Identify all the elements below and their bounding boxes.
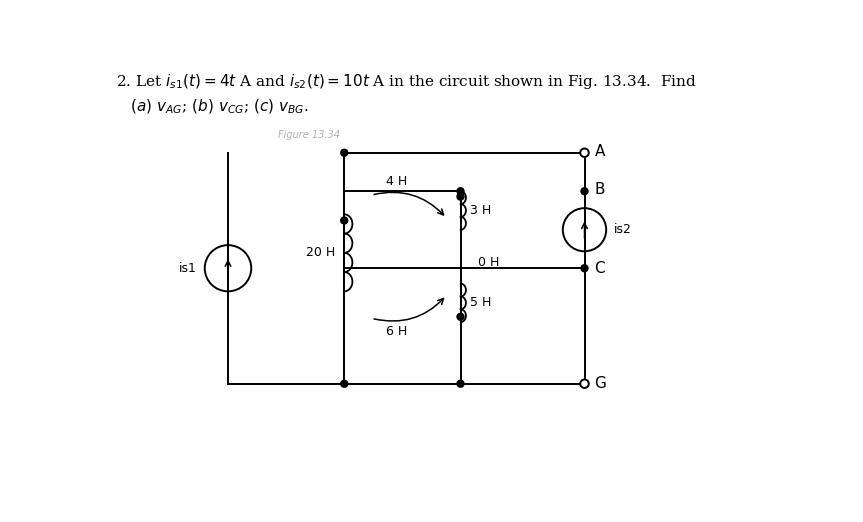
Circle shape [581,188,588,195]
Circle shape [341,217,348,224]
Circle shape [457,380,464,387]
Text: 5 H: 5 H [469,296,491,310]
Text: is2: is2 [614,223,632,236]
Text: 4 H: 4 H [387,175,407,188]
Circle shape [581,265,588,271]
Text: G: G [595,376,607,391]
Text: C: C [595,260,605,276]
Text: $(a)$ $v_{AG}$; $(b)$ $v_{CG}$; $(c)$ $v_{BG}$.: $(a)$ $v_{AG}$; $(b)$ $v_{CG}$; $(c)$ $v… [116,98,308,116]
Text: 2. Let $i_{s1}(t) = 4t$ A and $i_{s2}(t) = 10t$ A in the circuit shown in Fig. 1: 2. Let $i_{s1}(t) = 4t$ A and $i_{s2}(t)… [116,72,696,91]
Text: 3 H: 3 H [469,204,491,217]
Text: B: B [595,182,605,197]
Circle shape [457,188,464,195]
Text: is1: is1 [180,262,197,275]
Circle shape [457,193,464,200]
Circle shape [580,379,589,388]
Text: 6 H: 6 H [387,325,407,338]
Text: 20 H: 20 H [306,246,335,259]
Text: Figure 13.34: Figure 13.34 [279,129,340,140]
Text: 0 H: 0 H [477,256,499,269]
Circle shape [341,149,348,156]
Text: A: A [595,144,605,159]
Circle shape [457,313,464,320]
Circle shape [580,148,589,157]
Circle shape [341,380,348,387]
